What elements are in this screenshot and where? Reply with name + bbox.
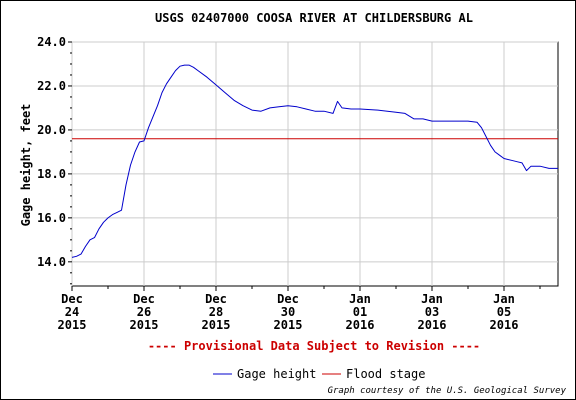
provisional-notice: ---- Provisional Data Subject to Revisio… [148,339,480,353]
series-line-gage-height [71,64,558,258]
x-tick-label: 2016 [490,318,519,332]
legend: Gage height Flood stage [213,367,425,381]
x-tick-label: 2015 [202,318,231,332]
x-tick-label: Dec [133,292,155,306]
chart-title: USGS 02407000 COOSA RIVER AT CHILDERSBUR… [155,11,473,25]
x-tick-label: 24 [65,305,79,319]
x-tick-label: 2015 [274,318,303,332]
grid [71,41,558,286]
legend-label-gage-height: Gage height [237,367,316,381]
x-tick-label: 2016 [418,318,447,332]
y-tick-label: 20.0 [37,123,66,137]
x-tick-label: Jan [421,292,443,306]
x-tick-label: 30 [281,305,295,319]
y-tick-label: 14.0 [37,255,66,269]
y-axis-label: Gage height, feet [19,104,33,227]
y-tick-label: 18.0 [37,167,66,181]
x-tick-label: 26 [137,305,151,319]
y-axis-ticks: 14.0 16.0 18.0 20.0 22.0 24.0 [37,35,72,285]
usgs-credit: Graph courtesy of the U.S. Geological Su… [328,386,567,396]
y-tick-label: 24.0 [37,35,66,49]
x-tick-label: 01 [353,305,367,319]
legend-label-flood-stage: Flood stage [346,367,425,381]
x-tick-label: 28 [209,305,223,319]
y-tick-label: 22.0 [37,79,66,93]
plot-area [71,41,559,287]
x-tick-label: 2015 [130,318,159,332]
y-tick-label: 16.0 [37,211,66,225]
x-tick-label: Dec [277,292,299,306]
series-layer [71,64,558,258]
x-tick-label: Jan [493,292,515,306]
x-tick-label: Dec [205,292,227,306]
x-tick-label: 05 [497,305,511,319]
x-tick-label: 2016 [346,318,375,332]
x-tick-label: 2015 [58,318,87,332]
x-tick-label: Dec [61,292,83,306]
x-axis-ticks: Dec242015Dec262015Dec282015Dec302015Jan0… [58,286,541,332]
x-tick-label: 03 [425,305,439,319]
x-tick-label: Jan [349,292,371,306]
